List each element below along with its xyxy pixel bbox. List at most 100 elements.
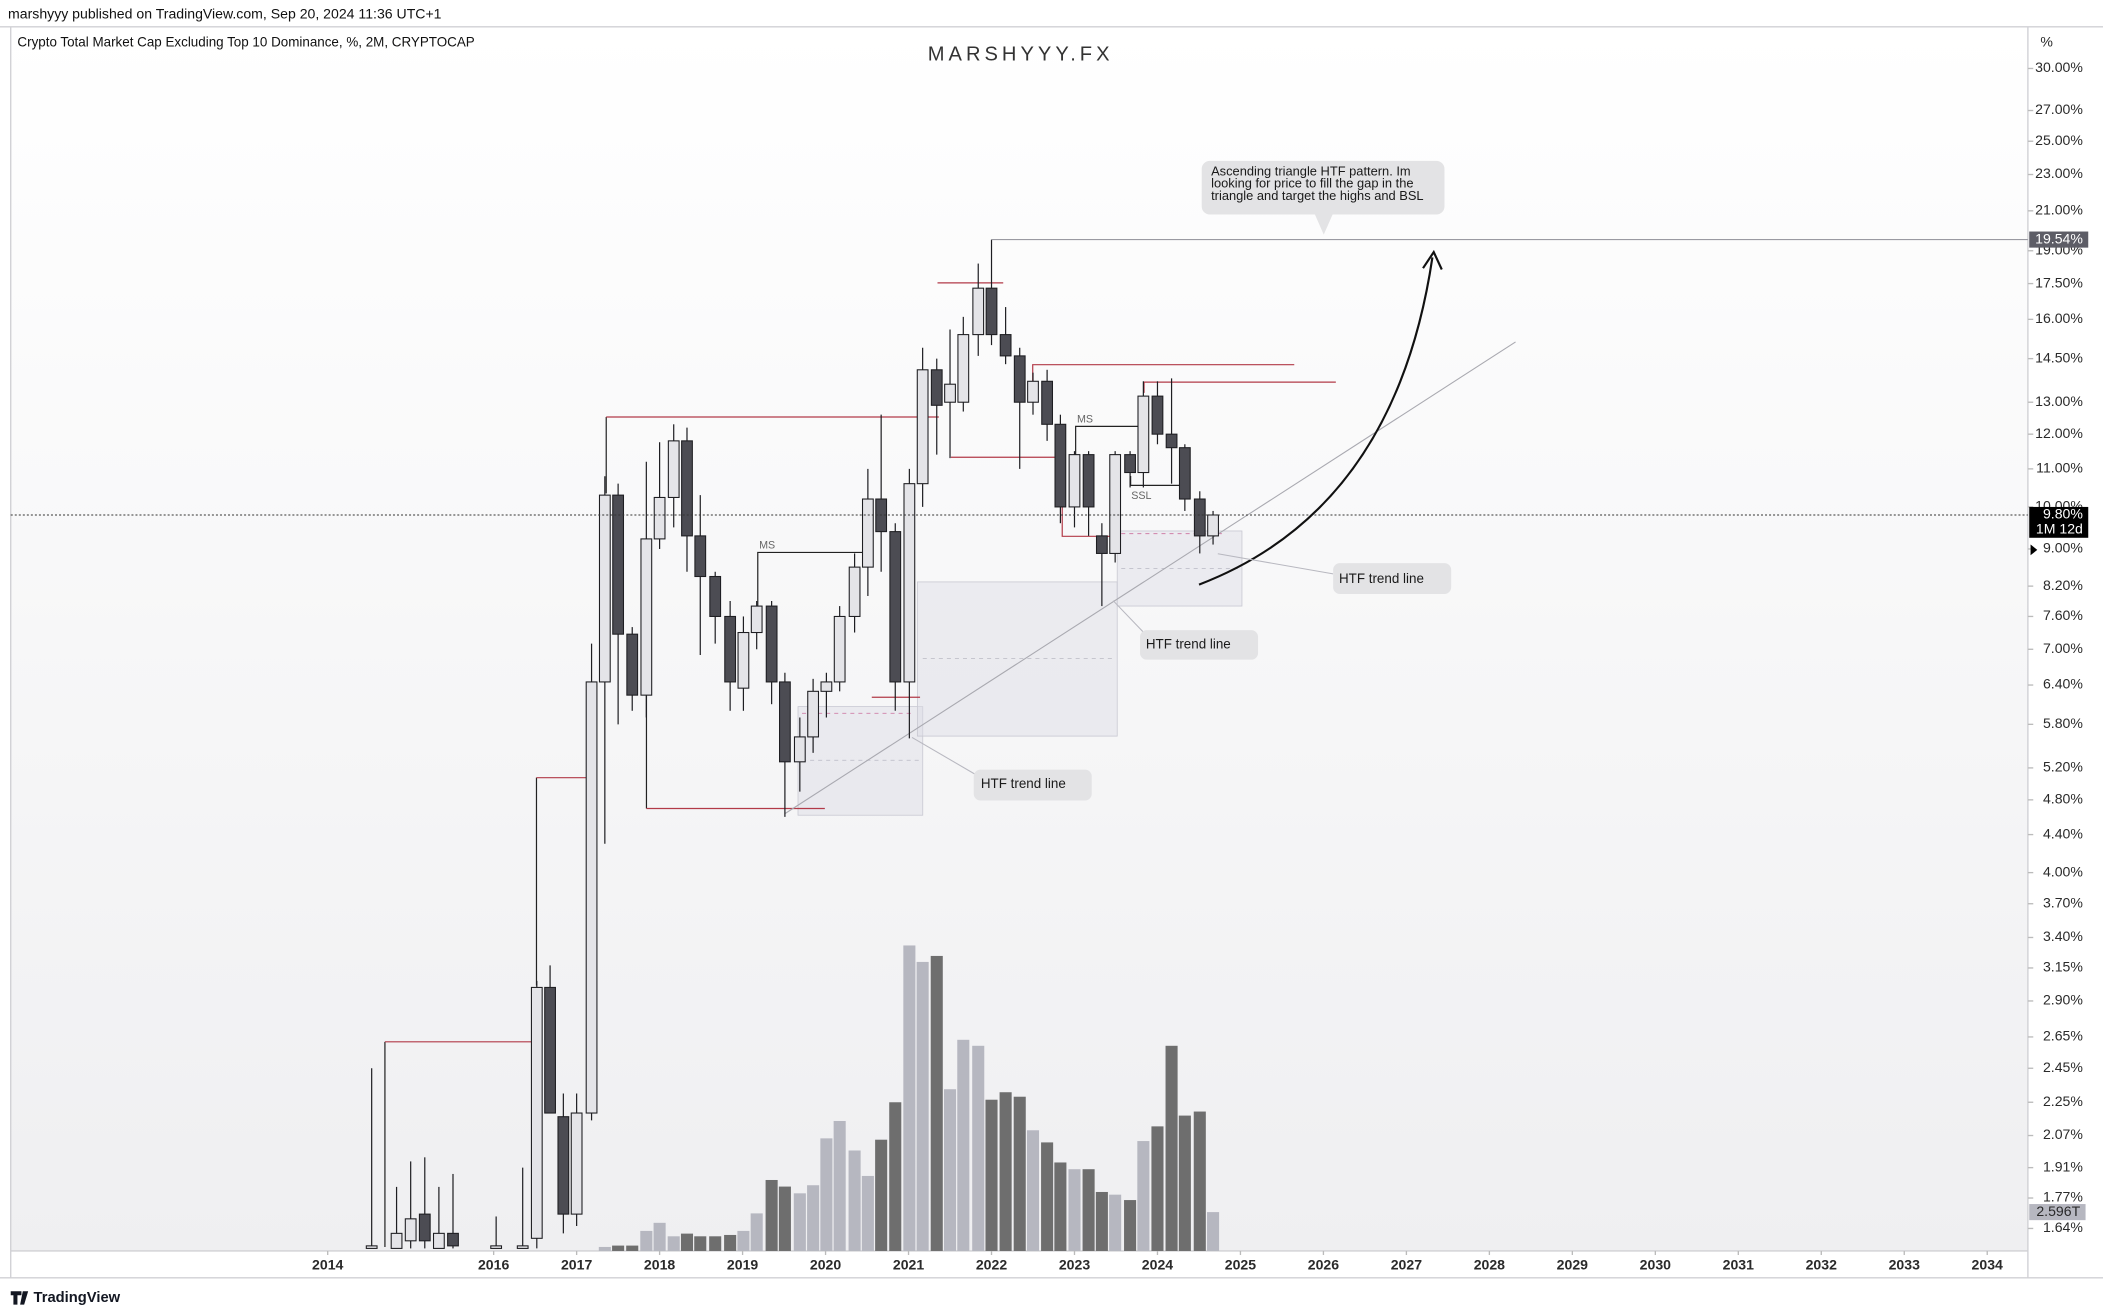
annotations: Ascending triangle HTF pattern. Im looki… [759, 160, 1452, 801]
ms-label: MS [1077, 414, 1093, 426]
callout-bubble [1140, 630, 1259, 660]
footer-brand: TradingView [34, 1290, 121, 1306]
y-tick-label: 27.00% [2035, 101, 2083, 117]
x-tick-label: 2028 [1474, 1256, 1505, 1272]
volume-bar [1041, 1142, 1054, 1251]
candle-body [544, 986, 556, 1114]
x-tick-label: 2018 [644, 1256, 675, 1272]
volume-bar [737, 1230, 750, 1251]
ssl-label: SSL [1131, 490, 1151, 502]
volume-bar [694, 1236, 707, 1251]
y-tick-label: 4.40% [2043, 825, 2083, 841]
candle-body [530, 986, 543, 1239]
volume-bar [972, 1045, 985, 1251]
trend-line [784, 341, 1516, 815]
y-tick-label: 9.00% [2043, 540, 2083, 556]
candle-body [1095, 535, 1108, 554]
y-tick-label: 5.20% [2043, 759, 2083, 775]
candle-body [1027, 380, 1039, 403]
candle-body [903, 483, 916, 683]
x-tick-label: 2022 [976, 1256, 1007, 1272]
marks [10, 239, 2028, 1251]
candle-body [418, 1213, 431, 1242]
candle-body [807, 690, 820, 738]
y-tick-label: 12.00% [2035, 425, 2083, 441]
volume-bar [1109, 1194, 1122, 1251]
footer: TradingView [10, 1290, 121, 1306]
volume-bar [1026, 1130, 1040, 1251]
candle-body [432, 1232, 445, 1249]
candle-body [626, 633, 639, 696]
volume-label: 2.596T [2036, 1203, 2080, 1219]
countdown: 1M 12d [2036, 520, 2083, 536]
watermark: MARSHYYY.FX [928, 43, 1114, 65]
y-tick-label: 5.80% [2043, 715, 2083, 731]
candle-body [1041, 380, 1054, 425]
volume-bar [1178, 1115, 1191, 1251]
x-tick-label: 2031 [1723, 1256, 1754, 1272]
volume-bar [848, 1150, 861, 1251]
candle-body [1165, 433, 1178, 449]
candle-body [985, 287, 998, 336]
y-tick-label: 3.40% [2043, 928, 2083, 944]
candle-body [709, 575, 722, 617]
callout-text: HTF trend line [1146, 636, 1231, 651]
candle-body [848, 566, 861, 617]
volume-bar [875, 1139, 888, 1251]
candle-body [653, 496, 666, 540]
note-pointer [1314, 213, 1334, 235]
candle-body [681, 440, 693, 537]
volume-bar [626, 1245, 639, 1251]
volume-bar [1137, 1141, 1150, 1251]
candle-body [972, 287, 985, 336]
candle-body [889, 531, 902, 683]
last-price-label: 9.80% [2043, 506, 2083, 522]
last-price-arrow [2030, 544, 2038, 556]
x-tick-label: 2029 [1557, 1256, 1588, 1272]
volume-bar [653, 1222, 666, 1251]
y-tick-label: 1.91% [2043, 1158, 2083, 1174]
x-tick-label: 2017 [561, 1256, 592, 1272]
y-tick-label: 2.07% [2043, 1126, 2083, 1142]
callout-line [911, 736, 977, 776]
note-wrap: Ascending triangle HTF pattern. Im looki… [1211, 166, 1424, 204]
candle-body [516, 1245, 529, 1249]
y-tick-label: 4.80% [2043, 791, 2083, 807]
x-tick-label: 2034 [1972, 1256, 2003, 1272]
candle-body [724, 615, 737, 683]
candle-body [750, 605, 763, 634]
y-tick-label: 14.50% [2035, 349, 2083, 365]
y-tick-label: 3.70% [2043, 894, 2083, 910]
volume-bar [985, 1099, 998, 1251]
y-tick-label: 8.20% [2043, 577, 2083, 593]
y-tick-label: 2.90% [2043, 992, 2083, 1008]
volume-bar [1165, 1045, 1178, 1251]
volume-bar [778, 1186, 791, 1251]
y-tick-label: 2.65% [2043, 1028, 2083, 1044]
volume-bar [750, 1213, 763, 1251]
candle-body [765, 605, 778, 683]
y-tick-label: 2.45% [2043, 1059, 2083, 1075]
volume-bar [807, 1185, 820, 1251]
volume-bar [820, 1138, 833, 1251]
volume-bar [1054, 1162, 1067, 1251]
candle-body [404, 1218, 417, 1242]
x-tick-label: 2026 [1308, 1256, 1339, 1272]
volume-bar [1151, 1126, 1164, 1251]
volume-bar [1207, 1212, 1220, 1251]
level-line [1143, 381, 1336, 393]
volume-bar [903, 945, 916, 1251]
y-tick-label: 4.00% [2043, 863, 2083, 879]
volume-bar [1193, 1111, 1206, 1251]
candle-body [916, 369, 929, 485]
projection-arrow [1198, 257, 1434, 586]
high-label: 19.54% [2035, 230, 2083, 246]
x-tick-label: 2025 [1225, 1256, 1256, 1272]
y-tick-label: 1.77% [2043, 1189, 2083, 1205]
candle-body [944, 383, 956, 403]
y-tick-label: 25.00% [2035, 132, 2083, 148]
y-tick-label: 6.40% [2043, 676, 2083, 692]
note-text: Ascending triangle HTF pattern. Im looki… [1211, 166, 1424, 204]
volume-bar [833, 1120, 846, 1251]
volume-bar [1068, 1169, 1081, 1251]
